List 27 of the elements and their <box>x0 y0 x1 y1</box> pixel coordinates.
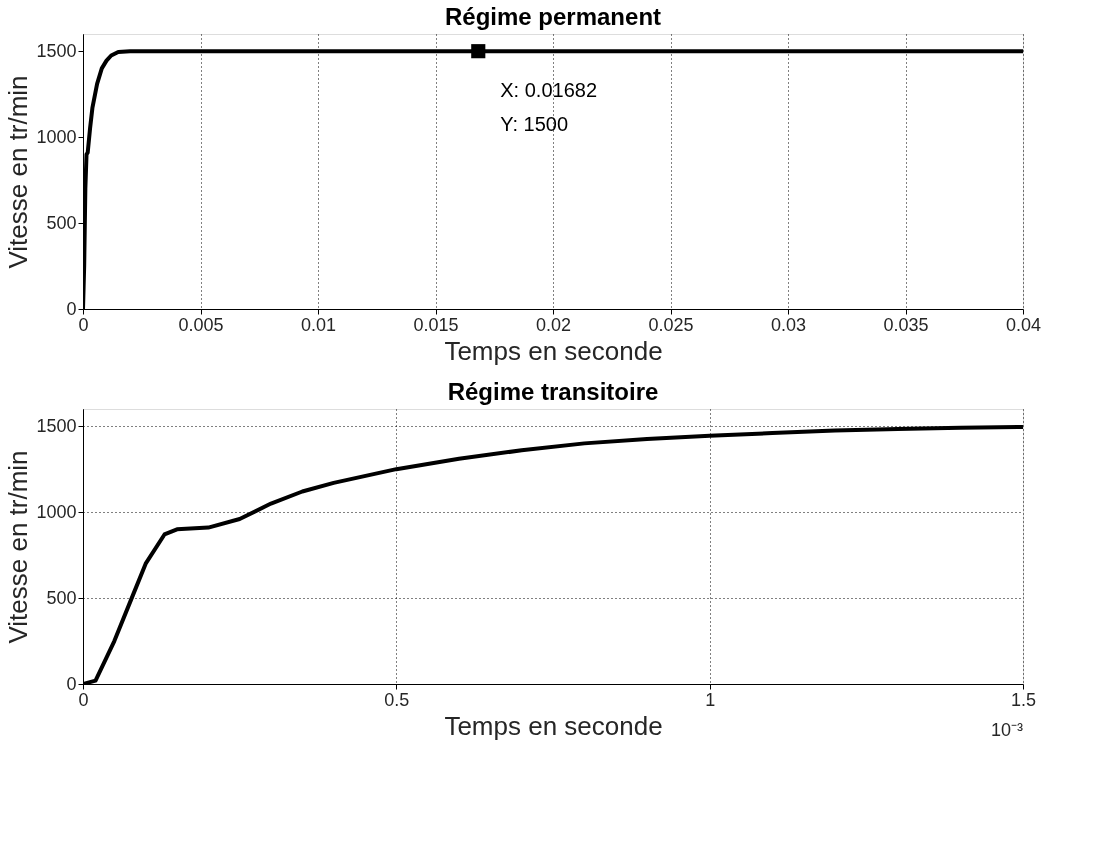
y-tick-label: 1000 <box>36 126 77 147</box>
x-tick-label: 0.01 <box>300 314 337 335</box>
x-tick-label: 1.5 <box>1010 689 1037 710</box>
y-tick-label: 500 <box>46 587 77 608</box>
y-tick-label: 1000 <box>36 501 77 522</box>
x-tick-label: 0.015 <box>413 314 459 335</box>
y-tick-label: 1500 <box>36 40 77 61</box>
x-tick-label: 0.5 <box>384 689 410 710</box>
y-tick-label: 500 <box>46 212 77 233</box>
x-tick-label: 0.02 <box>535 314 572 335</box>
x-axis-title: Temps en seconde <box>444 710 663 741</box>
x-tick-label: 0.005 <box>178 314 224 335</box>
chart-title: Régime permanent <box>444 3 662 30</box>
x-tick-label: 0.04 <box>1005 314 1042 335</box>
annotation: X: 0.01682 Y: 1500 <box>500 79 598 136</box>
chart-title: Régime transitoire <box>447 378 659 405</box>
y-tick-label: 0 <box>66 673 77 694</box>
x-tick-label: 0.03 <box>770 314 807 335</box>
y-axis-title: Vitesse en tr/min <box>3 450 34 644</box>
text: 10⁻³ <box>990 720 1024 740</box>
x-axis-title: Temps en seconde <box>444 335 663 366</box>
y-tick-label: 0 <box>66 298 77 319</box>
y-tick-label: 1500 <box>36 415 77 436</box>
y-axis-title: Vitesse en tr/min <box>3 75 34 269</box>
x-tick-label: 0.025 <box>648 314 694 335</box>
x-tick-label: 1 <box>705 689 716 710</box>
x-tick-label: 0.035 <box>883 314 929 335</box>
